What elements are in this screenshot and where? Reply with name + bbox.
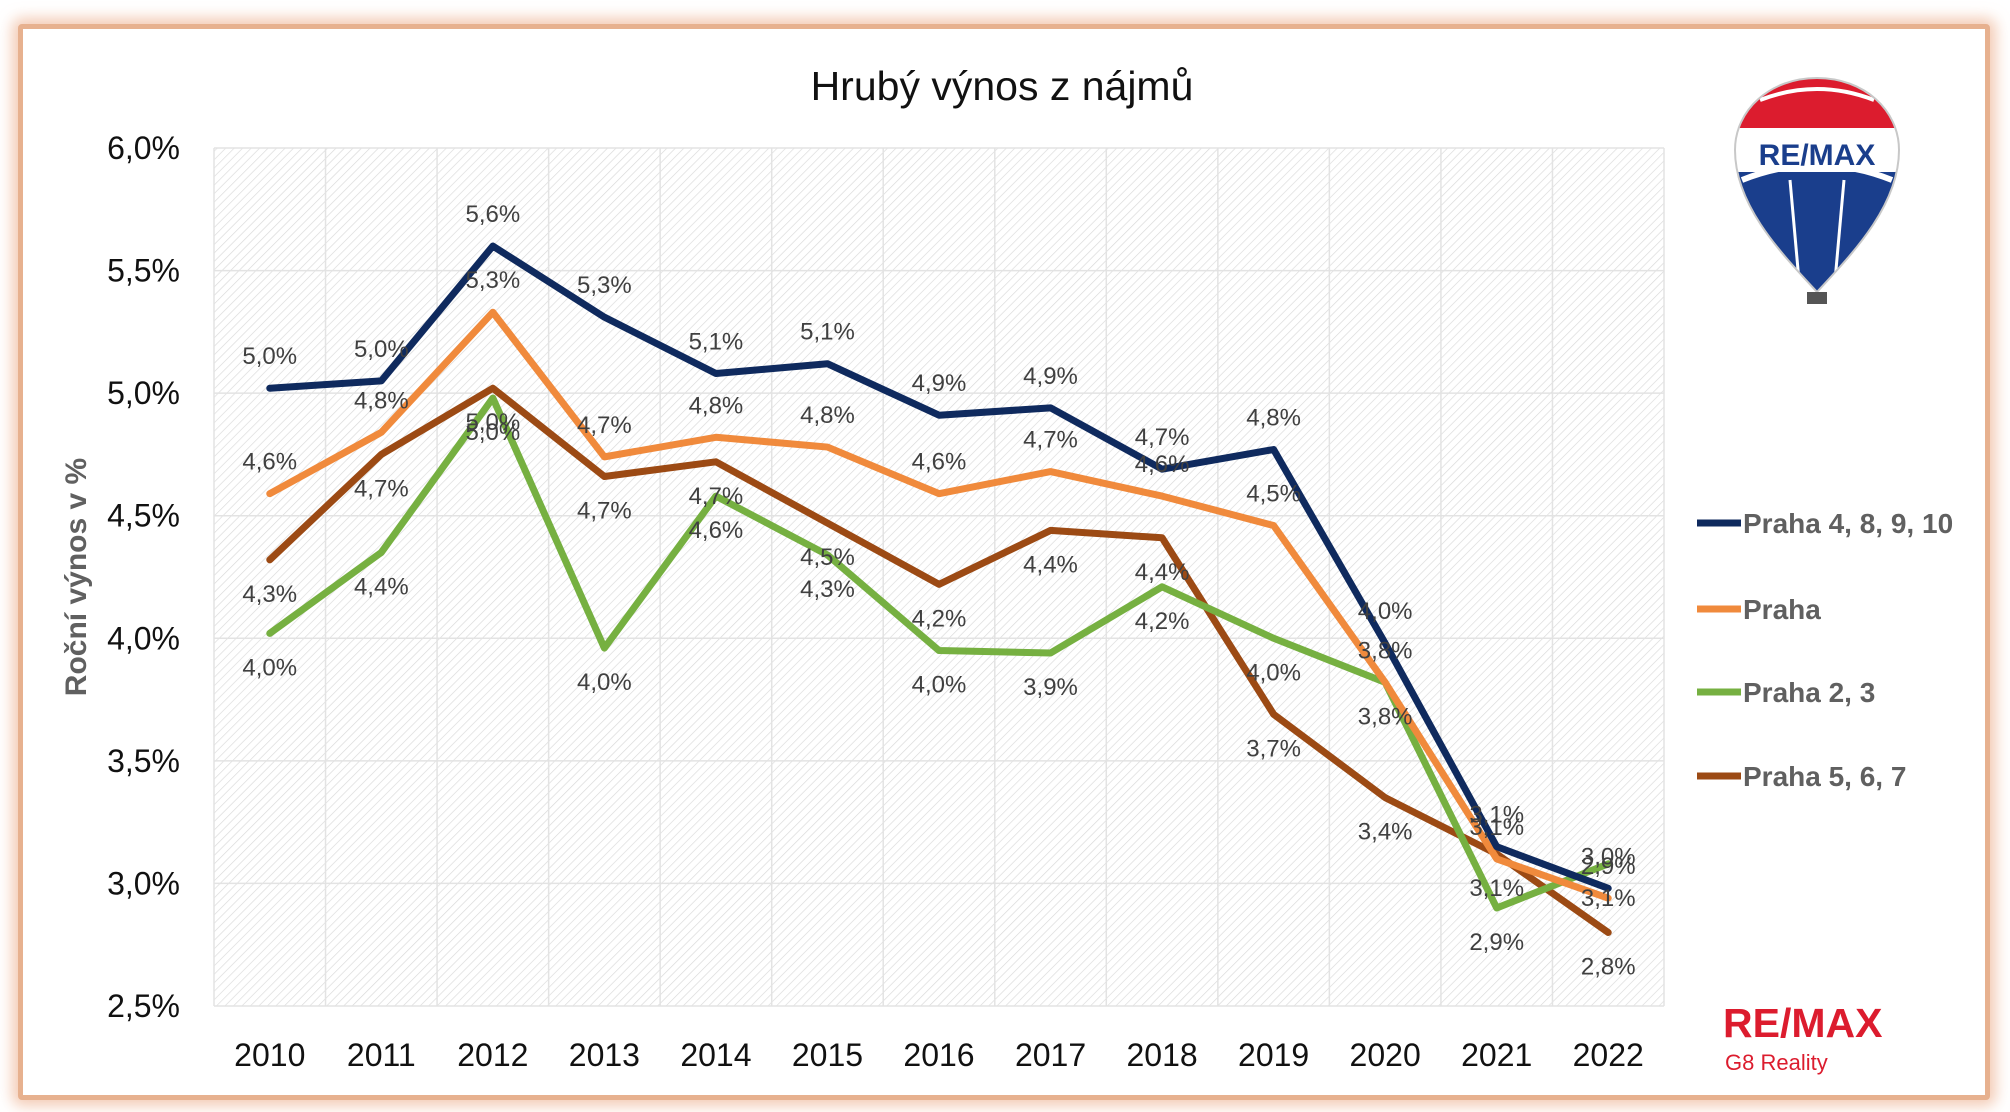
x-tick-label: 2018 xyxy=(1126,1037,1197,1073)
data-label: 3,7% xyxy=(1246,735,1301,762)
x-tick-label: 2016 xyxy=(903,1037,974,1073)
data-label: 4,8% xyxy=(354,387,409,414)
data-label: 4,9% xyxy=(912,370,967,397)
data-label: 4,7% xyxy=(354,475,409,502)
y-tick-label: 4,0% xyxy=(107,620,180,656)
y-tick-label: 2,5% xyxy=(107,988,180,1024)
series-line xyxy=(266,308,1612,902)
office-name: G8 Reality xyxy=(1725,1050,1828,1075)
data-label: 4,2% xyxy=(912,605,967,632)
y-tick-label: 3,5% xyxy=(107,743,180,779)
data-label: 5,0% xyxy=(354,336,409,363)
y-tick-label: 5,5% xyxy=(107,253,180,289)
x-tick-label: 2021 xyxy=(1461,1037,1532,1073)
data-label: 4,5% xyxy=(1246,481,1301,508)
data-label: 4,7% xyxy=(689,483,744,510)
data-label: 5,0% xyxy=(242,343,297,370)
x-tick-label: 2011 xyxy=(347,1037,416,1073)
legend-label: Praha 4, 8, 9, 10 xyxy=(1743,508,1953,539)
data-label: 4,7% xyxy=(1135,424,1190,451)
data-label: 4,5% xyxy=(800,544,855,571)
x-axis-ticks: 2010 2011 2012 2013 2014 2015 2016 2017 2018 2019… xyxy=(234,1037,1644,1073)
data-label: 5,1% xyxy=(689,329,744,356)
data-label: 5,3% xyxy=(465,267,520,294)
x-tick-label: 2013 xyxy=(569,1037,640,1073)
legend-label: Praha xyxy=(1743,594,1821,625)
data-label: 3,1% xyxy=(1581,885,1636,912)
y-axis-ticks: 6,0% 5,5% 5,0% 4,5% 4,0% 3,5% 3,0% 2,5% xyxy=(107,130,180,1024)
y-tick-label: 5,0% xyxy=(107,375,180,411)
data-label: 4,8% xyxy=(1246,405,1301,432)
data-label: 4,4% xyxy=(354,573,409,600)
data-label: 3,4% xyxy=(1358,819,1413,846)
data-labels: 5,0% 5,0%5,6%5,3%5,1% 5,1%4,9% 4,9%4,7%4,8%… xyxy=(242,201,1635,980)
data-label: 3,1% xyxy=(1469,802,1524,829)
data-label: 2,9% xyxy=(1469,929,1524,956)
plot-area xyxy=(214,148,1664,1006)
data-label: 3,9% xyxy=(1023,674,1078,701)
data-label: 4,2% xyxy=(1135,608,1190,635)
data-label: 3,8% xyxy=(1358,703,1413,730)
data-label: 4,0% xyxy=(577,669,632,696)
data-label: 4,6% xyxy=(689,517,744,544)
data-label: 4,9% xyxy=(1023,363,1078,390)
data-label: 3,1% xyxy=(1469,875,1524,902)
data-label: 5,0% xyxy=(465,409,520,436)
data-label: 4,7% xyxy=(1023,427,1078,454)
x-tick-label: 2019 xyxy=(1238,1037,1309,1073)
x-tick-label: 2010 xyxy=(234,1037,305,1073)
data-label: 4,0% xyxy=(912,672,967,699)
data-label: 4,7% xyxy=(577,497,632,524)
brand-wordmark: RE/MAX xyxy=(1723,1000,1882,1046)
data-label: 4,0% xyxy=(1358,598,1413,625)
series-line xyxy=(266,384,1612,936)
data-label: 4,3% xyxy=(800,576,855,603)
data-label: 2,9% xyxy=(1581,853,1636,880)
data-label: 5,0% xyxy=(465,419,520,446)
data-label: 4,0% xyxy=(242,654,297,681)
data-label: 5,1% xyxy=(800,319,855,346)
balloon-logo-text: RE/MAX xyxy=(1759,139,1876,172)
remax-balloon-logo: RE/MAX xyxy=(1733,76,1901,304)
data-label: 3,1% xyxy=(1469,814,1524,841)
data-label: 2,8% xyxy=(1581,953,1636,980)
data-label: 5,3% xyxy=(577,272,632,299)
data-label: 4,8% xyxy=(689,392,744,419)
data-label: 4,6% xyxy=(1135,451,1190,478)
data-label: 3,8% xyxy=(1358,637,1413,664)
x-tick-label: 2014 xyxy=(680,1037,751,1073)
x-tick-label: 2015 xyxy=(792,1037,863,1073)
legend: Praha 4, 8, 9, 10 Praha Praha 2, 3 Praha 5,… xyxy=(1697,508,1953,792)
y-tick-label: 4,5% xyxy=(107,498,180,534)
data-label: 4,3% xyxy=(242,581,297,608)
series-line xyxy=(266,242,1612,892)
data-label: 4,8% xyxy=(800,402,855,429)
data-label: 4,0% xyxy=(1246,659,1301,686)
y-tick-label: 6,0% xyxy=(107,130,180,166)
data-label: 4,6% xyxy=(912,449,967,476)
y-axis-title: Roční výnos v % xyxy=(60,458,93,696)
data-label: 4,4% xyxy=(1023,551,1078,578)
y-tick-label: 3,0% xyxy=(107,865,180,901)
data-label: 3,0% xyxy=(1581,843,1636,870)
data-label: 4,6% xyxy=(242,449,297,476)
data-label: 4,4% xyxy=(1135,559,1190,586)
legend-label: Praha 2, 3 xyxy=(1743,677,1875,708)
data-label: 5,6% xyxy=(465,201,520,228)
legend-label: Praha 5, 6, 7 xyxy=(1743,761,1906,792)
x-tick-label: 2022 xyxy=(1573,1037,1644,1073)
series-lines xyxy=(266,242,1612,936)
x-tick-label: 2020 xyxy=(1350,1037,1421,1073)
x-tick-label: 2012 xyxy=(457,1037,528,1073)
chart-title: Hrubý výnos z nájmů xyxy=(811,63,1194,109)
x-tick-label: 2017 xyxy=(1015,1037,1086,1073)
data-label: 4,7% xyxy=(577,412,632,439)
